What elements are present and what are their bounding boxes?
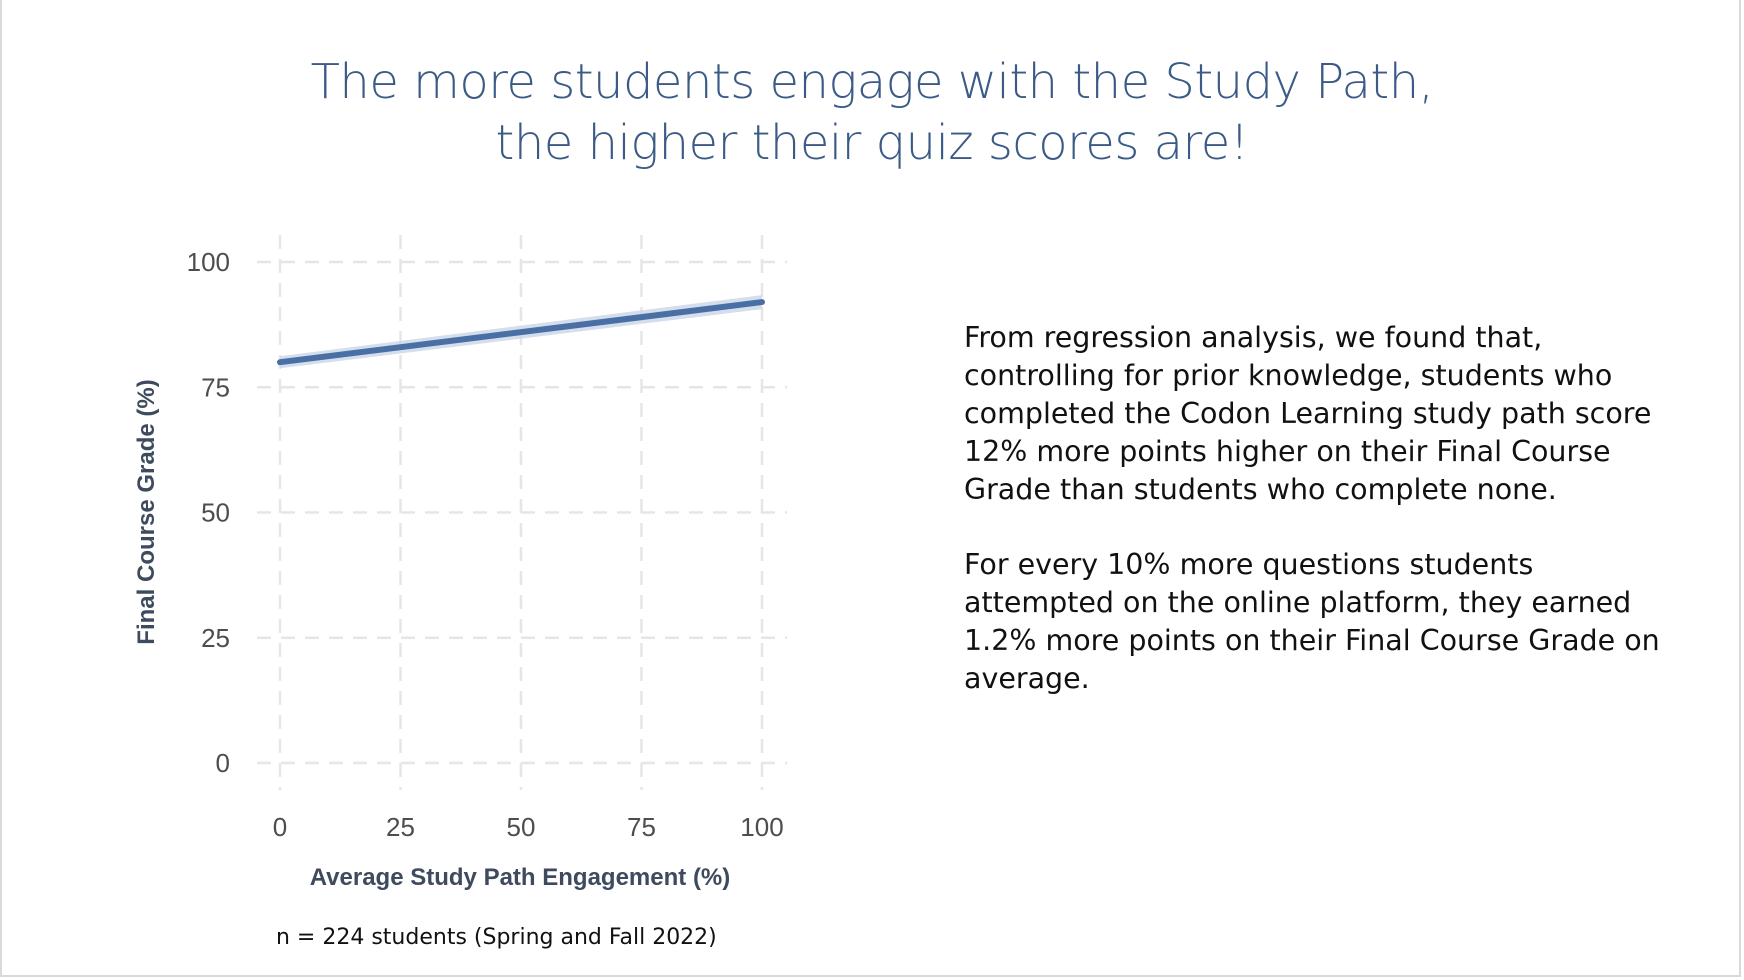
title-line-1: The more students engage with the Study … (310, 54, 1434, 110)
x-tick-label: 75 (627, 812, 656, 842)
title-line-2: the higher their quiz scores are! (495, 115, 1249, 171)
sample-size-caption: n = 224 students (Spring and Fall 2022) (276, 925, 717, 950)
y-tick-label: 0 (216, 748, 230, 778)
finding-paragraph-2: For every 10% more questions students at… (964, 548, 1660, 695)
slide-title: The more students engage with the Study … (202, 52, 1542, 174)
regression-chart: 0 25 50 75 100 0 25 50 75 100 Average Study Path… (133, 235, 787, 891)
y-tick-label: 75 (201, 372, 230, 402)
x-axis-ticks: 0 25 50 75 100 (273, 812, 784, 842)
regression-line (277, 299, 765, 366)
finding-paragraph-1: From regression analysis, we found that,… (964, 321, 1652, 506)
x-axis-title: Average Study Path Engagement (%) (310, 864, 731, 891)
grid-lines (257, 235, 787, 790)
y-tick-label: 25 (201, 623, 230, 653)
trend-line-layer (277, 299, 765, 366)
y-tick-label: 50 (201, 498, 230, 528)
findings-text: From regression analysis, we found that,… (964, 319, 1684, 735)
y-axis-ticks: 0 25 50 75 100 (187, 247, 230, 778)
y-tick-label: 100 (187, 247, 230, 277)
x-tick-label: 25 (386, 812, 415, 842)
y-axis-title: Final Course Grade (%) (133, 379, 160, 644)
x-tick-label: 0 (273, 812, 287, 842)
x-tick-label: 50 (507, 812, 536, 842)
x-tick-label: 100 (740, 812, 783, 842)
